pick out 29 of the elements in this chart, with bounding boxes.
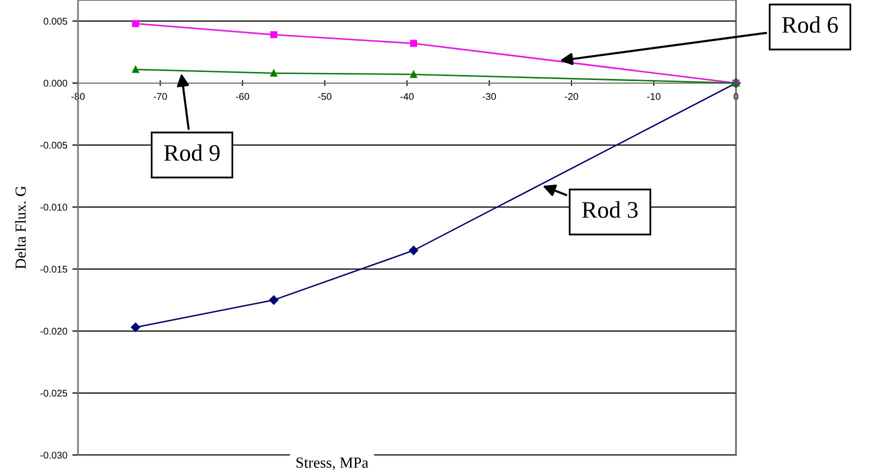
point [410, 40, 418, 47]
point [132, 66, 140, 73]
point [270, 70, 278, 77]
x-tick-label: -40 [400, 93, 414, 100]
x-tick-label: -20 [564, 93, 578, 100]
x-tick-label: -60 [236, 93, 250, 100]
y-axis-title: Delta Flux. G [15, 186, 26, 269]
y-tick-label: -0.020 [40, 328, 68, 335]
x-tick-label: -10 [647, 93, 660, 100]
point [270, 31, 278, 38]
point [269, 295, 278, 305]
x-tick-label: -70 [154, 93, 167, 100]
y-tick-label: -0.025 [40, 390, 68, 397]
y-tick-label: -0.015 [40, 266, 68, 273]
point [132, 20, 140, 28]
text: Rod 9 [164, 144, 220, 161]
point [410, 70, 418, 78]
series-label: Rod 3 [582, 201, 638, 218]
y-tick-label: -0.010 [40, 204, 68, 211]
y-tick-label: -0.005 [40, 142, 68, 149]
y-tick-label: 0.000 [44, 80, 68, 87]
point [130, 322, 140, 332]
x-tick-label: -30 [482, 93, 496, 100]
point [408, 246, 418, 256]
y-tick-label: -0.030 [40, 452, 68, 459]
x-axis-title: Stress, MPa [296, 458, 368, 470]
x-tick-label: -50 [318, 93, 332, 100]
text: Rod 6 [782, 16, 838, 33]
y-tick-label: 0.005 [44, 18, 68, 25]
